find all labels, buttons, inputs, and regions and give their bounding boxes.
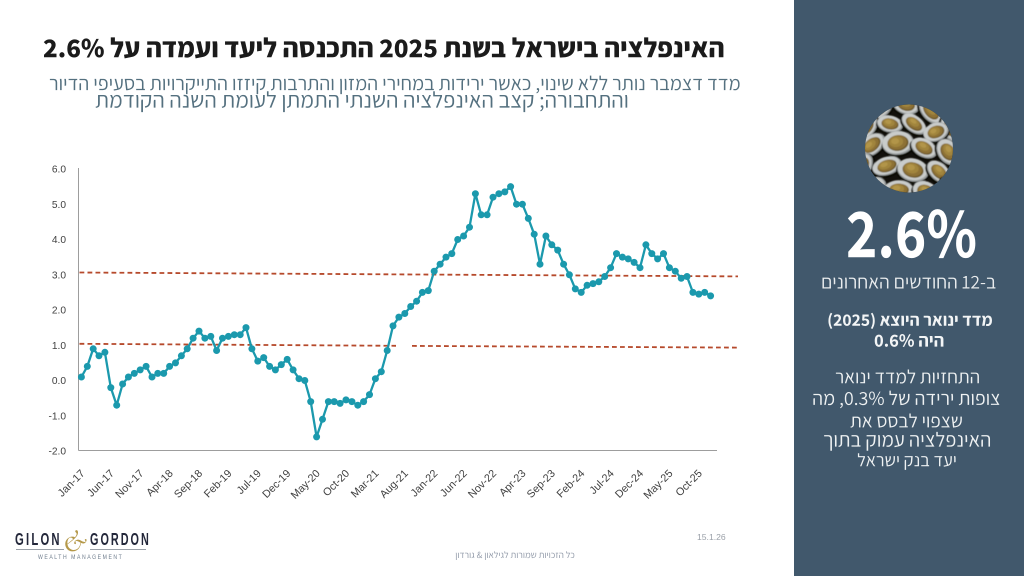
svg-text:Jun-17: Jun-17: [85, 468, 117, 500]
svg-text:Mar-21: Mar-21: [349, 468, 382, 501]
svg-text:Apr-18: Apr-18: [144, 468, 175, 499]
svg-text:-1.0: -1.0: [48, 411, 66, 422]
svg-text:1.0: 1.0: [52, 341, 66, 352]
svg-text:3.0: 3.0: [52, 270, 66, 281]
svg-text:Dec-24: Dec-24: [613, 468, 646, 501]
svg-text:Feb-24: Feb-24: [555, 468, 588, 501]
svg-text:Jan-22: Jan-22: [408, 468, 440, 500]
svg-text:Feb-19: Feb-19: [202, 468, 235, 501]
svg-text:2.0: 2.0: [52, 306, 66, 317]
svg-text:Oct-25: Oct-25: [674, 468, 705, 499]
svg-text:6.0: 6.0: [52, 165, 66, 176]
svg-text:Sep-18: Sep-18: [172, 468, 205, 501]
svg-text:Oct-20: Oct-20: [321, 468, 352, 499]
svg-text:Aug-21: Aug-21: [378, 468, 411, 501]
svg-text:Jan-17: Jan-17: [56, 468, 88, 500]
svg-text:4.0: 4.0: [52, 235, 66, 246]
svg-text:5.0: 5.0: [52, 200, 66, 211]
svg-text:Sep-23: Sep-23: [525, 468, 558, 501]
svg-text:May-20: May-20: [289, 468, 323, 502]
svg-text:Jun-22: Jun-22: [438, 468, 470, 500]
svg-text:0.0: 0.0: [52, 376, 66, 387]
svg-text:-2.0: -2.0: [48, 447, 66, 458]
svg-text:Dec-19: Dec-19: [260, 468, 293, 501]
svg-text:May-25: May-25: [642, 468, 676, 502]
svg-text:Apr-23: Apr-23: [497, 468, 528, 499]
svg-text:Nov-22: Nov-22: [466, 468, 499, 501]
svg-text:Nov-17: Nov-17: [113, 468, 146, 501]
